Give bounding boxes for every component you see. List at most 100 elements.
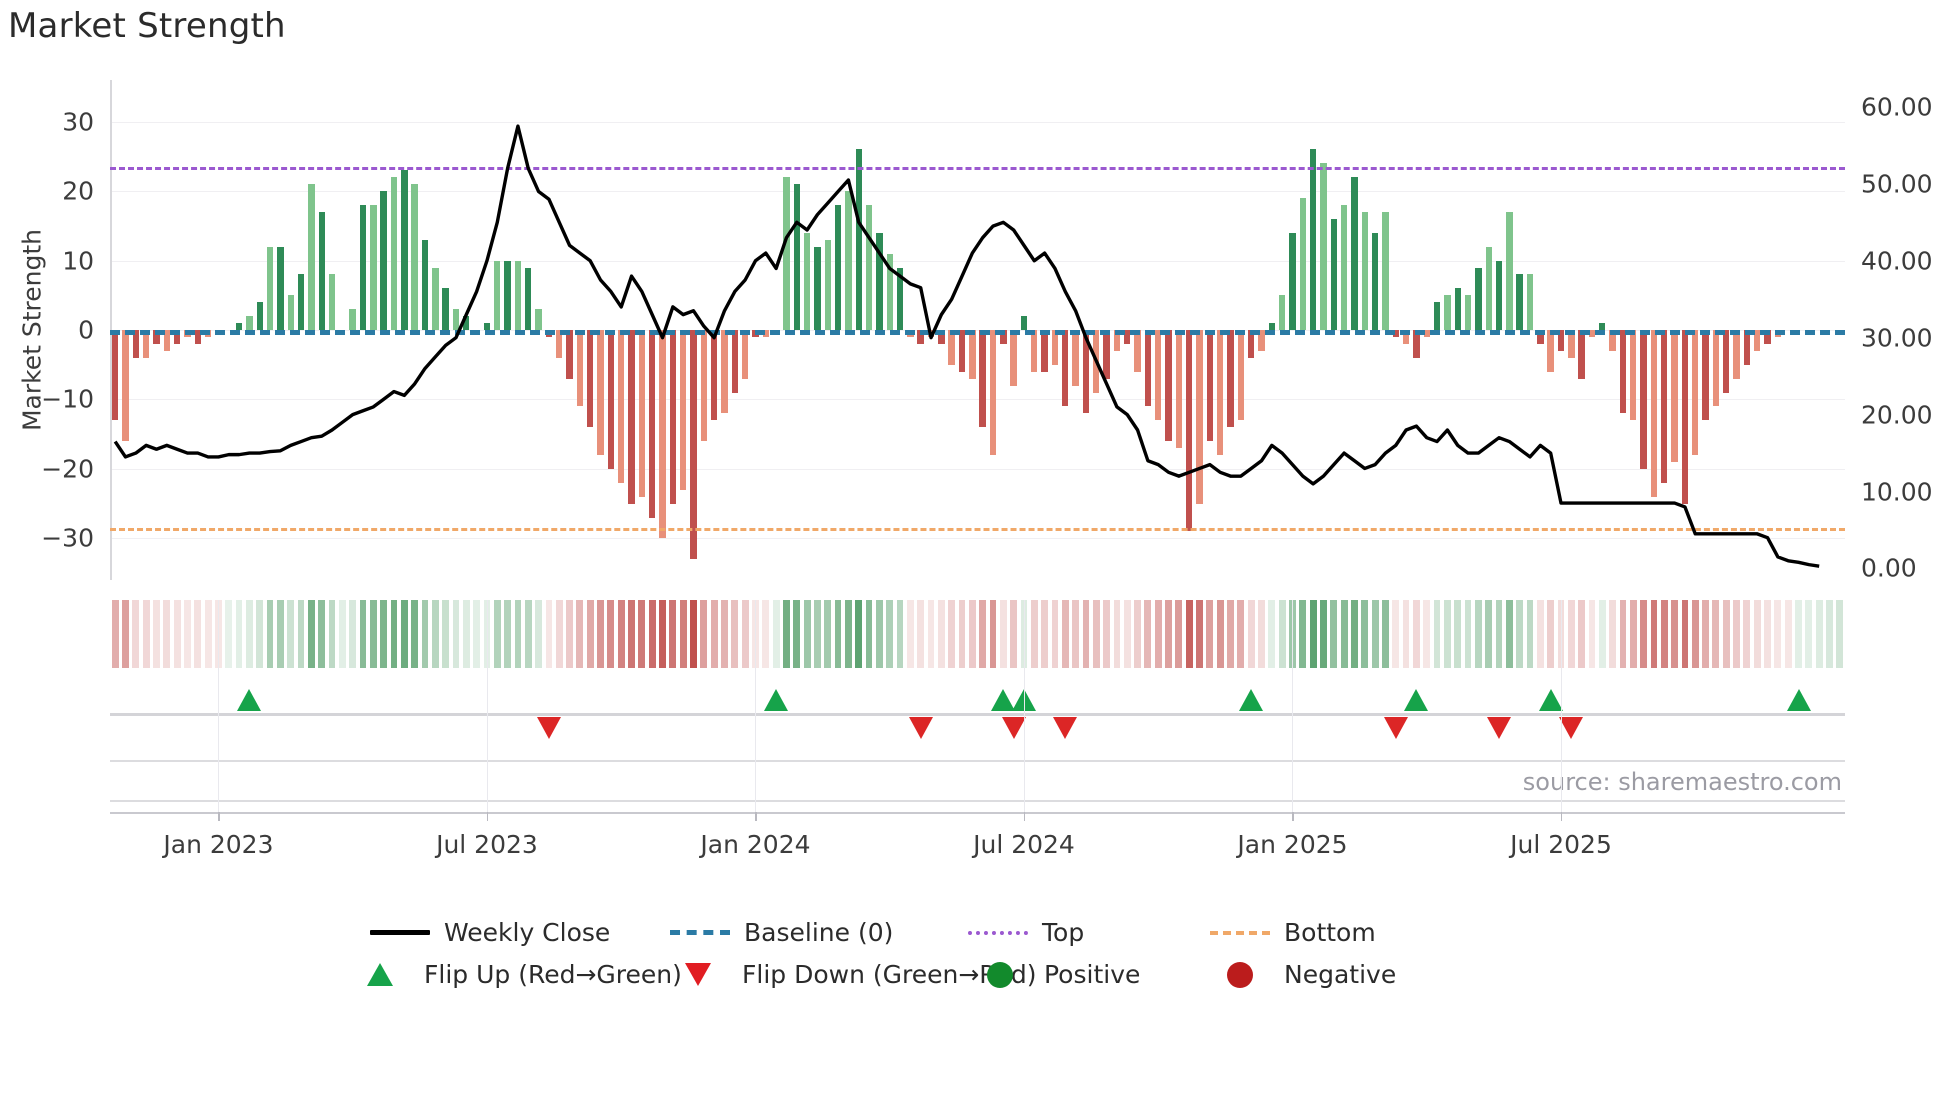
heat-strip-cell [1361,600,1369,668]
legend-item-bottom[interactable]: Bottom [1210,918,1376,947]
strength-bar [1196,330,1203,504]
strength-bar [1578,330,1585,379]
heat-strip-cell [1185,600,1193,668]
dotted-line-icon [968,930,1028,935]
heat-strip-cell [204,600,212,668]
strength-bar [1124,330,1131,344]
x-axis-tick-label: Jan 2025 [1237,830,1348,859]
heat-strip-cell [1134,600,1141,668]
strength-bar [246,316,253,330]
heat-strip-cell [1010,600,1018,668]
strength-bar [1237,330,1245,421]
strength-bar [163,330,170,351]
heat-strip-cell [1351,600,1358,668]
x-axis-tick [1023,812,1026,821]
heat-strip-cell [411,600,419,668]
heat-strip-cell [142,600,150,668]
strength-bar [1082,330,1090,414]
heat-strip-cell [1103,600,1110,668]
heat-strip-cell [855,600,863,668]
heat-strip-cell [1196,600,1203,668]
green-circle-icon [987,961,1013,988]
strength-bar [297,274,305,330]
reference-line-bottom [110,527,1845,531]
strength-bar [1537,330,1544,344]
strength-bar [1103,330,1110,379]
heat-strip-cell [235,600,243,668]
heat-strip-cell [400,600,408,668]
strength-bar [401,170,408,330]
strength-bar [525,267,532,330]
strength-bar [1402,330,1410,344]
heat-strip-cell [659,600,666,668]
legend-item-flip-up[interactable]: Flip Up (Red→Green) [350,960,682,989]
strength-bar [793,184,800,330]
heat-strip-cell [968,600,976,668]
strength-bar [504,260,511,330]
strength-bar [1444,295,1451,330]
strength-bar [814,246,821,330]
strength-bar [1155,330,1162,421]
reference-line-top [110,166,1845,170]
chart-legend: Weekly Close Baseline (0) Top Bottom Fli… [367,918,1570,1002]
heat-strip-cell [1547,600,1555,668]
dashed-line-icon [670,930,730,935]
heat-strip-cell [1216,600,1224,668]
heat-strip-cell [1454,600,1462,668]
strength-bar [287,295,294,330]
strength-bar [690,330,697,560]
flip-up-marker [1786,689,1811,711]
heat-strip-cell [132,600,140,668]
strength-bar [556,330,563,358]
left-axis-tick-label: 30 [62,107,94,137]
strength-bar [618,330,625,483]
heat-strip-cell [246,600,253,668]
heat-strip-cell [906,600,914,668]
heat-strip-cell [793,600,801,668]
strength-bar [1062,330,1069,407]
strength-bar [803,232,811,330]
heat-strip-cell [215,600,222,668]
strength-bar [1454,288,1461,330]
heat-strip-cell [638,600,646,668]
right-axis-tick-label: 30.00 [1861,323,1933,353]
heat-strip-cell [989,600,997,668]
legend-item-top[interactable]: Top [968,918,1084,947]
legend-item-negative[interactable]: Negative [1210,960,1396,989]
strength-bar [917,330,924,344]
heat-strip-cell [783,600,790,668]
heat-strip-cell [1433,600,1441,668]
strength-bar [1764,330,1771,344]
strength-bar [308,184,315,330]
legend-item-weekly-close[interactable]: Weekly Close [370,918,610,947]
strength-bar [1702,330,1709,421]
legend-label: Positive [1044,960,1141,989]
heat-strip-cell [338,600,346,668]
strength-bar [845,191,852,330]
legend-item-baseline[interactable]: Baseline (0) [670,918,893,947]
heat-strip-cell [927,600,935,668]
strength-bar [628,330,635,504]
strength-bar [1299,198,1306,330]
legend-item-positive[interactable]: Positive [970,960,1140,989]
heat-strip-cell [1505,600,1513,668]
heat-strip-cell [958,600,966,668]
heat-strip-cell [380,600,388,668]
x-axis-tick-label: Jan 2024 [700,830,811,859]
strength-bar [1031,330,1038,372]
strength-bar [1351,177,1358,330]
heat-strip-cell [1650,600,1658,668]
right-axis-tick-label: 60.00 [1861,92,1933,122]
heat-strip-cell [1165,600,1172,668]
x-axis-tick [1292,812,1294,821]
heat-strip-cell [1154,600,1162,668]
flip-down-marker [1559,717,1584,739]
strength-bar [277,246,284,330]
left-axis-tick-label: 0 [78,315,94,345]
strength-bar [1206,330,1214,442]
strength-bar [1051,330,1059,365]
gridline [110,468,1845,470]
heat-strip-cell [865,600,873,668]
heat-strip-cell [1784,600,1792,668]
right-axis-tick-label: 50.00 [1861,169,1933,199]
